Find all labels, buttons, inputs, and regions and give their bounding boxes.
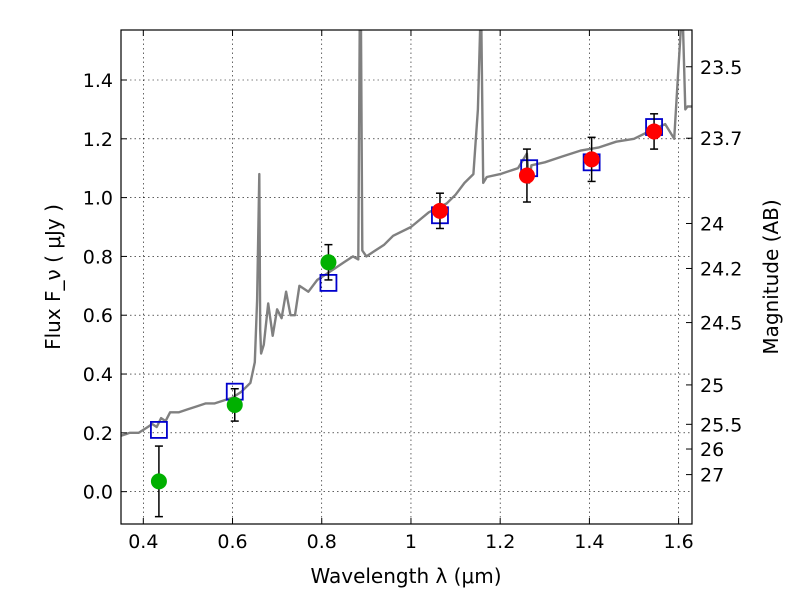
observed-flux-point xyxy=(518,167,535,184)
y-tick-label: 0.6 xyxy=(83,305,113,327)
x-tick-label: 1 xyxy=(405,531,417,553)
x-tick-label: 0.6 xyxy=(217,531,247,553)
observed-flux-point xyxy=(226,396,243,413)
mag-tick-label: 24 xyxy=(700,213,724,235)
y-tick-label: 1.2 xyxy=(83,129,113,151)
right-axis-label: Magnitude (AB) xyxy=(759,199,783,354)
y-tick-label: 0.8 xyxy=(83,246,113,268)
observed-flux-point xyxy=(320,254,337,271)
observed-flux-point xyxy=(150,473,167,490)
mag-tick-label: 25.5 xyxy=(700,414,742,436)
y-axis-label: Flux F_ν ( μJy ) xyxy=(41,204,65,350)
mag-tick-label: 26 xyxy=(700,439,724,461)
mag-tick-label: 23.5 xyxy=(700,57,742,79)
mag-tick-label: 25 xyxy=(700,375,724,397)
x-axis-label: Wavelength λ (μm) xyxy=(310,564,501,588)
x-tick-label: 1.2 xyxy=(485,531,515,553)
mag-tick-label: 27 xyxy=(700,465,724,487)
x-tick-label: 0.8 xyxy=(307,531,337,553)
spectrum-line xyxy=(121,30,692,437)
y-tick-label: 1.0 xyxy=(83,188,113,210)
observed-flux-point xyxy=(583,151,600,168)
x-tick-label: 0.4 xyxy=(128,531,158,553)
plot-area xyxy=(121,30,692,524)
y-tick-label: 0.2 xyxy=(83,423,113,445)
observed-flux-point xyxy=(431,202,448,219)
observed-flux-point xyxy=(646,123,663,140)
x-tick-label: 1.6 xyxy=(664,531,694,553)
x-tick-label: 1.4 xyxy=(574,531,604,553)
y-tick-label: 1.4 xyxy=(83,70,113,92)
spectrum xyxy=(121,30,692,437)
grid xyxy=(121,30,692,524)
y-tick-label: 0.0 xyxy=(83,482,113,504)
ticks: 0.4 0.6 0.8 1 1.2 1.4 1.6 0.0 0.2 0.4 0.6 0.8 1.0 1.2… xyxy=(83,30,742,553)
mag-tick-label: 24.5 xyxy=(700,313,742,335)
plot-frame xyxy=(120,29,693,525)
model-flux-square xyxy=(150,421,168,439)
markers xyxy=(150,113,663,518)
mag-tick-label: 23.7 xyxy=(700,128,742,150)
mag-tick-label: 24.2 xyxy=(700,258,742,280)
y-tick-label: 0.4 xyxy=(83,364,113,386)
